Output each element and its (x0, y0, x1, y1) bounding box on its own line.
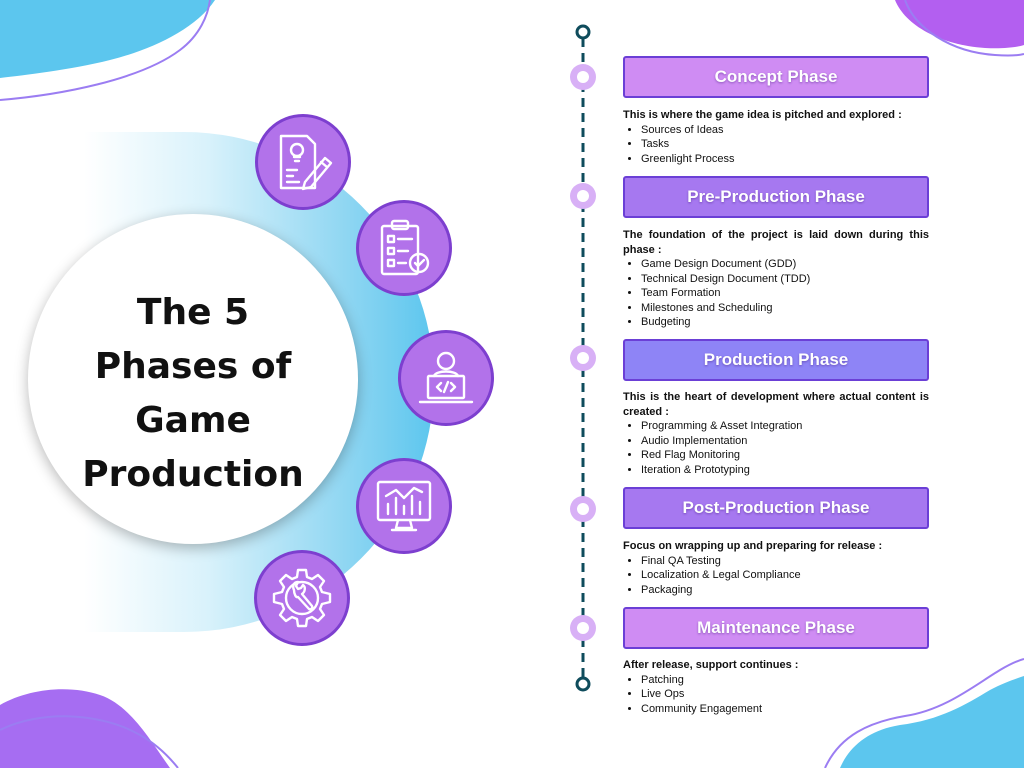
timeline-node-preproduction (570, 183, 596, 209)
timeline-node-production (570, 345, 596, 371)
list-item: Programming & Asset Integration (641, 419, 929, 434)
phase-title: Production Phase (704, 350, 849, 370)
phase-description-production: This is the heart of development where a… (623, 390, 929, 477)
list-item: Greenlight Process (641, 152, 929, 167)
list-item: Patching (641, 673, 929, 688)
phase-header-concept: Concept Phase (623, 56, 929, 98)
phase-intro: Focus on wrapping up and preparing for r… (623, 539, 929, 554)
phase-description-maintenance: After release, support continues : Patch… (623, 658, 929, 716)
phase-item-list: Programming & Asset Integration Audio Im… (623, 419, 929, 477)
phase-header-preproduction: Pre-Production Phase (623, 176, 929, 218)
timeline-node-concept (570, 64, 596, 90)
phase-intro: This is where the game idea is pitched a… (623, 108, 929, 123)
list-item: Community Engagement (641, 702, 929, 717)
list-item: Game Design Document (GDD) (641, 257, 929, 272)
timeline-start-node (577, 26, 589, 38)
phase-header-production: Production Phase (623, 339, 929, 381)
list-item: Technical Design Document (TDD) (641, 272, 929, 287)
phase-intro: This is the heart of development where a… (623, 390, 929, 419)
phase-description-postproduction: Focus on wrapping up and preparing for r… (623, 539, 929, 597)
phase-item-list: Sources of Ideas Tasks Greenlight Proces… (623, 123, 929, 167)
timeline-node-maintenance (570, 615, 596, 641)
phase-header-maintenance: Maintenance Phase (623, 607, 929, 649)
list-item: Tasks (641, 137, 929, 152)
phase-title: Concept Phase (715, 67, 838, 87)
list-item: Iteration & Prototyping (641, 463, 929, 478)
list-item: Budgeting (641, 315, 929, 330)
phase-description-concept: This is where the game idea is pitched a… (623, 108, 929, 166)
timeline-end-node (577, 678, 589, 690)
list-item: Packaging (641, 583, 929, 598)
list-item: Audio Implementation (641, 434, 929, 449)
phase-title: Post-Production Phase (682, 498, 869, 518)
timeline-node-postproduction (570, 496, 596, 522)
list-item: Live Ops (641, 687, 929, 702)
phase-item-list: Patching Live Ops Community Engagement (623, 673, 929, 717)
list-item: Sources of Ideas (641, 123, 929, 138)
list-item: Team Formation (641, 286, 929, 301)
phase-title: Maintenance Phase (697, 618, 855, 638)
phase-item-list: Game Design Document (GDD) Technical Des… (623, 257, 929, 330)
phase-title: Pre-Production Phase (687, 187, 865, 207)
phase-intro: The foundation of the project is laid do… (623, 228, 929, 257)
list-item: Localization & Legal Compliance (641, 568, 929, 583)
list-item: Red Flag Monitoring (641, 448, 929, 463)
phase-description-preproduction: The foundation of the project is laid do… (623, 228, 929, 330)
phase-header-postproduction: Post-Production Phase (623, 487, 929, 529)
phase-item-list: Final QA Testing Localization & Legal Co… (623, 554, 929, 598)
list-item: Milestones and Scheduling (641, 301, 929, 316)
phase-intro: After release, support continues : (623, 658, 929, 673)
list-item: Final QA Testing (641, 554, 929, 569)
